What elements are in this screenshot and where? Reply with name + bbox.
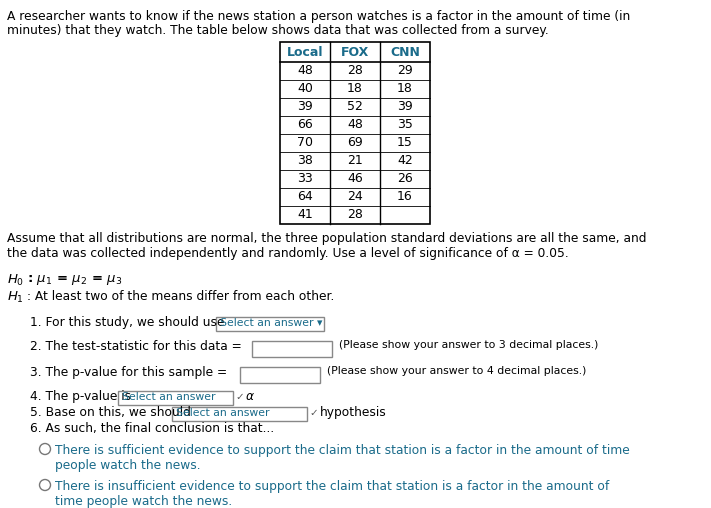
Text: 28: 28	[347, 65, 363, 78]
Text: 18: 18	[347, 82, 363, 96]
Text: 48: 48	[297, 65, 313, 78]
Text: : $\mathit{\mu_1}$ = $\mathit{\mu_2}$ = $\mathit{\mu_3}$: : $\mathit{\mu_1}$ = $\mathit{\mu_2}$ = …	[27, 273, 122, 287]
Text: 2. The test-statistic for this data =: 2. The test-statistic for this data =	[30, 340, 242, 353]
Text: ✓: ✓	[309, 408, 318, 418]
Text: 66: 66	[297, 118, 313, 132]
Text: Assume that all distributions are normal, the three population standard deviatio: Assume that all distributions are normal…	[7, 232, 646, 245]
Text: minutes) that they watch. The table below shows data that was collected from a s: minutes) that they watch. The table belo…	[7, 24, 549, 37]
Bar	[118, 391, 233, 405]
Text: 69: 69	[347, 137, 363, 149]
Text: There is sufficient evidence to support the claim that station is a factor in th: There is sufficient evidence to support …	[55, 444, 630, 457]
Text: 26: 26	[397, 173, 413, 185]
Text: 28: 28	[347, 208, 363, 221]
Text: ✓: ✓	[235, 392, 244, 402]
Bar	[280, 42, 430, 224]
Text: 33: 33	[297, 173, 313, 185]
Text: 3. The p-value for this sample =: 3. The p-value for this sample =	[30, 366, 227, 379]
Text: : At least two of the means differ from each other.: : At least two of the means differ from …	[27, 290, 334, 303]
Text: $\mathit{H_0}$: $\mathit{H_0}$	[7, 273, 24, 288]
Text: A researcher wants to know if the news station a person watches is a factor in t: A researcher wants to know if the news s…	[7, 10, 630, 23]
Text: 18: 18	[397, 82, 413, 96]
Text: 21: 21	[347, 154, 363, 168]
Text: 29: 29	[397, 65, 413, 78]
Text: 40: 40	[297, 82, 313, 96]
Text: 46: 46	[347, 173, 363, 185]
Text: 16: 16	[397, 190, 413, 204]
Text: 15: 15	[397, 137, 413, 149]
Text: 52: 52	[347, 101, 363, 113]
Bar	[172, 407, 307, 421]
Text: the data was collected independently and randomly. Use a level of significance o: the data was collected independently and…	[7, 247, 569, 260]
Text: α: α	[246, 390, 254, 403]
Text: CNN: CNN	[390, 46, 420, 58]
Text: 48: 48	[347, 118, 363, 132]
Text: (Please show your answer to 3 decimal places.): (Please show your answer to 3 decimal pl…	[339, 340, 599, 350]
Text: time people watch the news.: time people watch the news.	[55, 495, 232, 508]
Text: 39: 39	[397, 101, 413, 113]
Text: 39: 39	[297, 101, 313, 113]
Text: 1. For this study, we should use: 1. For this study, we should use	[30, 316, 225, 329]
Text: Select an answer ▾: Select an answer ▾	[220, 318, 323, 328]
Text: 41: 41	[297, 208, 313, 221]
Text: 24: 24	[347, 190, 363, 204]
Text: 4. The p-value is: 4. The p-value is	[30, 390, 131, 403]
Text: (Please show your answer to 4 decimal places.): (Please show your answer to 4 decimal pl…	[327, 366, 587, 376]
Text: 5. Base on this, we should: 5. Base on this, we should	[30, 406, 191, 419]
Text: 6. As such, the final conclusion is that...: 6. As such, the final conclusion is that…	[30, 422, 274, 435]
Text: 70: 70	[297, 137, 313, 149]
Text: Select an answer: Select an answer	[176, 408, 269, 418]
Bar	[252, 341, 332, 357]
Bar	[216, 317, 324, 331]
Text: 38: 38	[297, 154, 313, 168]
Text: 35: 35	[397, 118, 413, 132]
Text: Local: Local	[287, 46, 324, 58]
Text: FOX: FOX	[341, 46, 369, 58]
Text: people watch the news.: people watch the news.	[55, 459, 201, 472]
Text: $\mathit{H_1}$: $\mathit{H_1}$	[7, 290, 24, 305]
Text: There is insufficient evidence to support the claim that station is a factor in : There is insufficient evidence to suppor…	[55, 480, 609, 493]
Text: 42: 42	[397, 154, 413, 168]
Text: 64: 64	[297, 190, 313, 204]
Text: hypothesis: hypothesis	[320, 406, 387, 419]
Bar	[240, 367, 320, 383]
Text: Select an answer: Select an answer	[122, 392, 215, 402]
